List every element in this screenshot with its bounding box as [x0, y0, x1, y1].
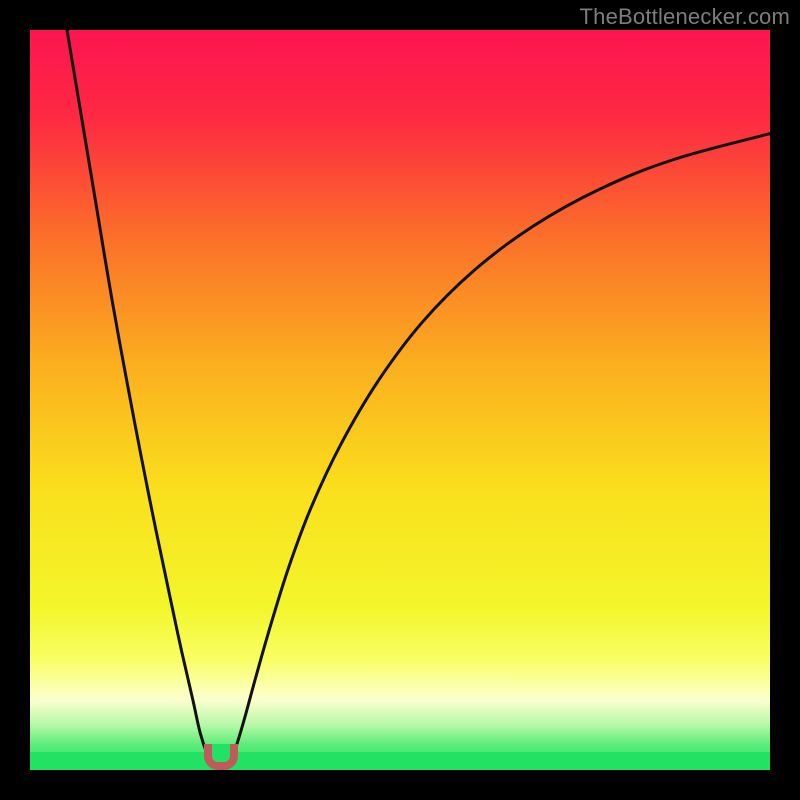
bottleneck-curve — [30, 30, 770, 770]
curve-left-branch — [67, 30, 214, 766]
curve-right-branch — [228, 134, 770, 767]
watermark-text: TheBottlenecker.com — [580, 4, 790, 30]
plot-area — [30, 30, 770, 770]
canvas-outer: TheBottlenecker.com — [0, 0, 800, 800]
minimum-marker — [204, 744, 238, 770]
